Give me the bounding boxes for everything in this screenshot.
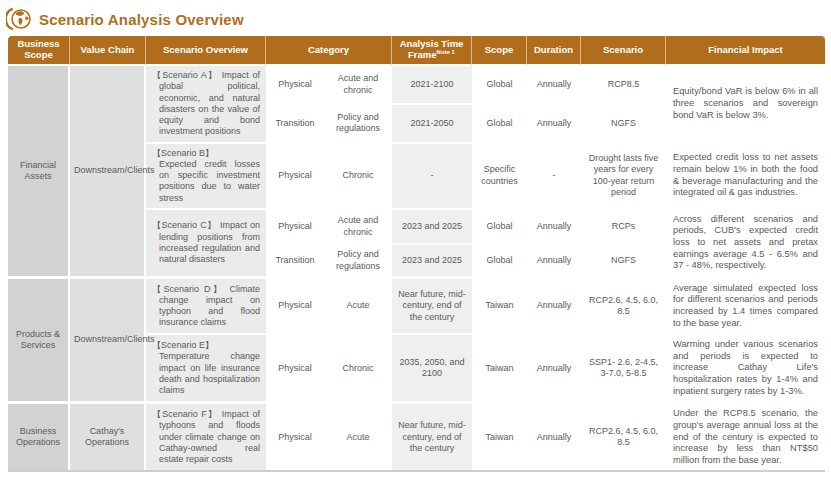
cell-category-sub: Acute	[324, 404, 392, 470]
cell-category-type: Transition	[266, 105, 324, 143]
cell-scope: Global	[472, 105, 527, 143]
cell-scenario-overview: 【Scenario F】 Impact of typhoons and floo…	[146, 404, 266, 470]
globe-icon	[6, 7, 32, 31]
cell-time-frame: 2023 and 2025	[392, 210, 472, 246]
cell-scope: Global	[472, 210, 527, 246]
cell-scenario: RCPs	[581, 210, 666, 246]
table-row: Financial Assets Downstream/Clients 【Sce…	[8, 66, 825, 105]
cell-duration: Annually	[527, 279, 581, 335]
cell-scope: Global	[472, 245, 527, 279]
cell-duration: -	[527, 144, 581, 210]
col-header-analysis-time-frame: Analysis Time FrameNote 1	[392, 36, 472, 66]
cell-scenario-overview: 【Scenario E】 Temperature change impact o…	[146, 335, 266, 404]
note-superscript: Note 1	[437, 49, 455, 55]
cell-scenario-overview: 【Scenario B】 Expected credit losses on s…	[146, 144, 266, 210]
cell-financial-impact: Under the RCP8.5 scenario, the group's a…	[666, 404, 825, 470]
cell-value-chain: Cathay's Operations	[70, 404, 146, 470]
scenario-analysis-table: Business Scope Value Chain Scenario Over…	[8, 36, 825, 472]
cell-scenario: NGFS	[581, 245, 666, 279]
cell-value-chain: Downstream/Clients	[70, 279, 146, 404]
cell-time-frame: 2021-2050	[392, 105, 472, 143]
section-header: Scenario Analysis Overview	[0, 0, 831, 36]
cell-business-scope: Financial Assets	[8, 66, 70, 279]
table-header-row: Business Scope Value Chain Scenario Over…	[8, 36, 825, 66]
cell-duration: Annually	[527, 335, 581, 404]
cell-scenario: RCP8.5	[581, 66, 666, 105]
cell-financial-impact: Equity/bond VaR is below 6% in all three…	[666, 66, 825, 144]
cell-duration: Annually	[527, 105, 581, 143]
cell-time-frame: 2035, 2050, and 2100	[392, 335, 472, 404]
cell-category-type: Physical	[266, 66, 324, 105]
cell-category-type: Transition	[266, 245, 324, 279]
cell-business-scope: Products & Services	[8, 279, 70, 404]
cell-duration: Annually	[527, 245, 581, 279]
cell-time-frame: Near future, mid-century, end of the cen…	[392, 404, 472, 470]
col-header-scenario-overview: Scenario Overview	[146, 36, 266, 66]
cell-category-type: Physical	[266, 144, 324, 210]
col-header-category: Category	[266, 36, 392, 66]
cell-scope: Taiwan	[472, 279, 527, 335]
cell-category-type: Physical	[266, 210, 324, 246]
cell-category-sub: Policy and regulations	[324, 105, 392, 143]
cell-category-sub: Chronic	[324, 144, 392, 210]
table-row: Products & Services Downstream/Clients 【…	[8, 279, 825, 335]
cell-time-frame: -	[392, 144, 472, 210]
cell-category-sub: Acute and chronic	[324, 210, 392, 246]
col-header-scenario: Scenario	[581, 36, 666, 66]
cell-category-sub: Acute	[324, 279, 392, 335]
cell-scope: Specific countries	[472, 144, 527, 210]
cell-scenario: SSP1- 2.6, 2-4.5, 3-7.0, 5-8.5	[581, 335, 666, 404]
cell-scenario: Drought lasts five years for every 100-y…	[581, 144, 666, 210]
cell-duration: Annually	[527, 210, 581, 246]
cell-time-frame: 2023 and 2025	[392, 245, 472, 279]
cell-value-chain: Downstream/Clients	[70, 66, 146, 279]
cell-scope: Taiwan	[472, 404, 527, 470]
cell-category-sub: Chronic	[324, 335, 392, 404]
col-header-business-scope: Business Scope	[8, 36, 70, 66]
cell-category-sub: Acute and chronic	[324, 66, 392, 105]
cell-financial-impact: Expected credit loss to net assets remai…	[666, 144, 825, 210]
cell-scenario-overview: 【Scenario A】 Impact of global political,…	[146, 66, 266, 144]
cell-financial-impact: Average simulated expected loss for diff…	[666, 279, 825, 335]
cell-category-sub: Policy and regulations	[324, 245, 392, 279]
table-row: Business Operations Cathay's Operations …	[8, 404, 825, 470]
col-header-financial-impact: Financial Impact	[666, 36, 825, 66]
col-header-duration: Duration	[527, 36, 581, 66]
cell-time-frame: 2021-2100	[392, 66, 472, 105]
cell-category-type: Physical	[266, 404, 324, 470]
cell-scope: Global	[472, 66, 527, 105]
cell-scenario: NGFS	[581, 105, 666, 143]
cell-scope: Taiwan	[472, 335, 527, 404]
cell-category-type: Physical	[266, 279, 324, 335]
page-title: Scenario Analysis Overview	[39, 11, 244, 28]
cell-scenario-overview: 【Scenario C】 Impact on lending positions…	[146, 210, 266, 279]
cell-category-type: Physical	[266, 335, 324, 404]
cell-scenario: RCP2.6, 4.5, 6.0, 8.5	[581, 279, 666, 335]
col-header-scope: Scope	[472, 36, 527, 66]
cell-duration: Annually	[527, 404, 581, 470]
col-header-value-chain: Value Chain	[70, 36, 146, 66]
cell-duration: Annually	[527, 66, 581, 105]
cell-business-scope: Business Operations	[8, 404, 70, 470]
cell-scenario-overview: 【Scenario D】 Climate change impact on ty…	[146, 279, 266, 335]
cell-financial-impact: Warming under various scenarios and peri…	[666, 335, 825, 404]
cell-scenario: RCP2.6, 4.5, 6.0, 8.5	[581, 404, 666, 470]
report-page: Scenario Analysis Overview Business Scop…	[0, 0, 831, 479]
cell-financial-impact: Across different scenarios and periods, …	[666, 210, 825, 279]
cell-time-frame: Near future, mid-century, end of the cen…	[392, 279, 472, 335]
